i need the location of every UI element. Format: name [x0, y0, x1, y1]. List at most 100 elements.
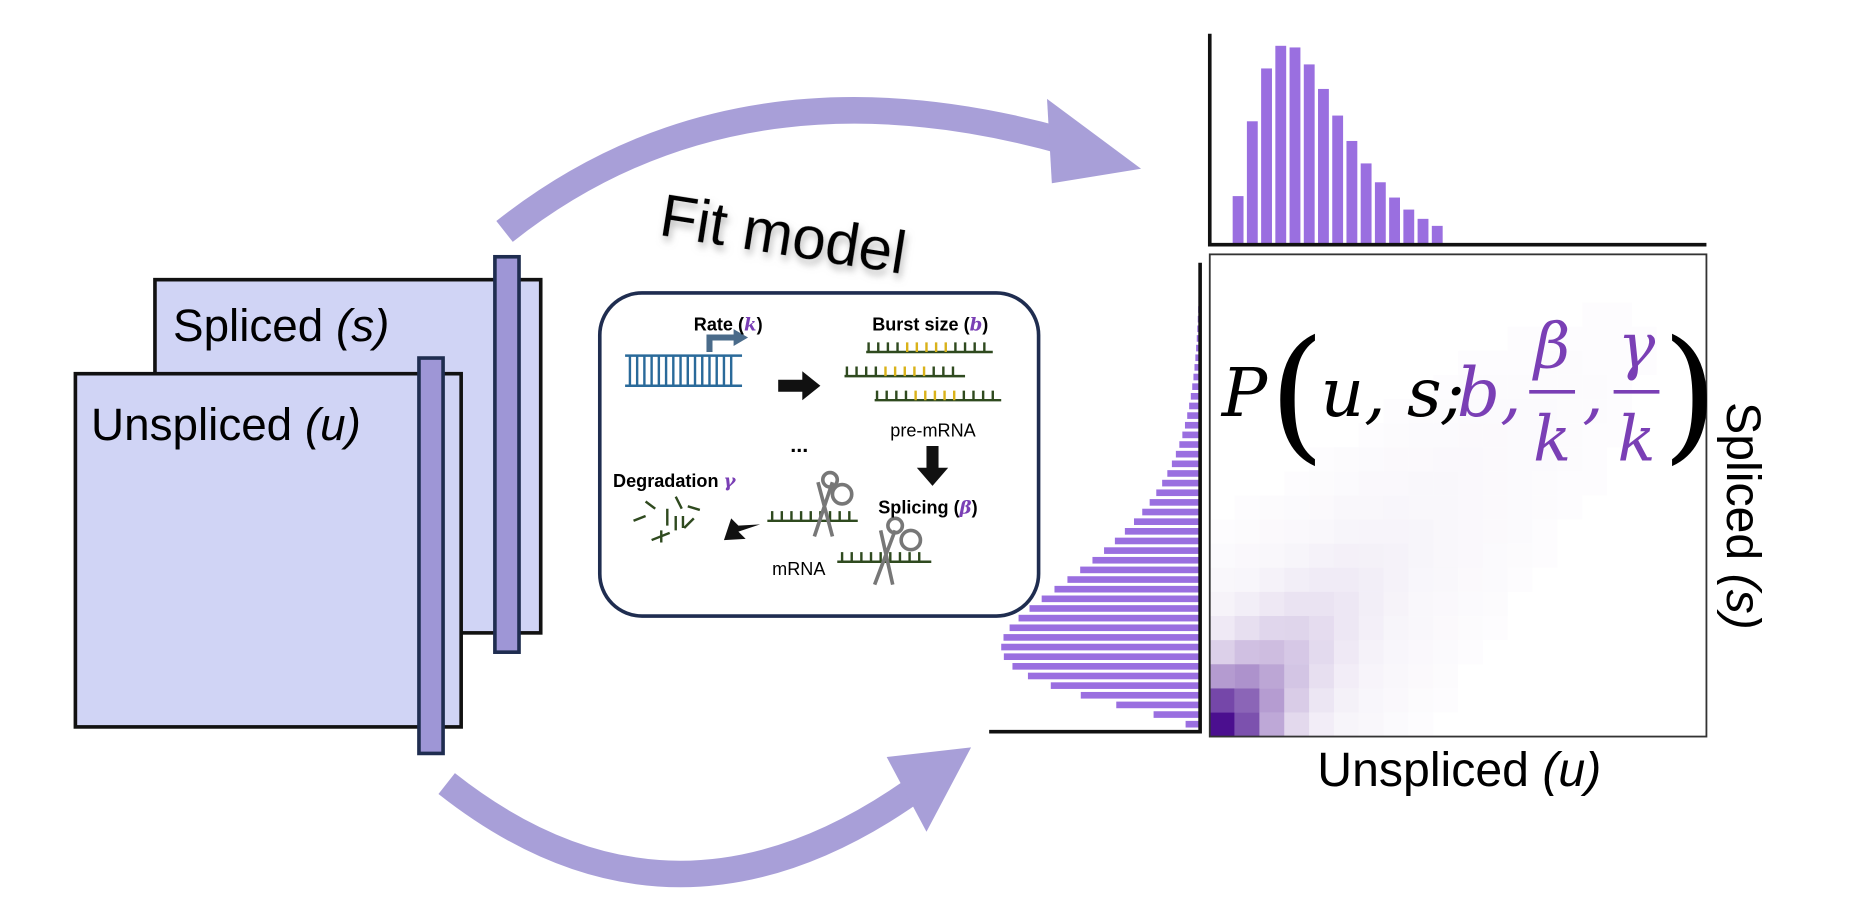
heat-cell — [1234, 664, 1260, 689]
heat-cell — [1358, 591, 1384, 617]
heat-cell — [1210, 520, 1235, 544]
heat-cell — [1458, 640, 1483, 664]
heat-cell — [1384, 471, 1409, 495]
arrow-head — [886, 747, 972, 832]
heat-cell — [1209, 591, 1235, 617]
heat-cell — [1433, 544, 1458, 568]
hist-bar — [1167, 470, 1201, 477]
heat-cell — [1259, 591, 1285, 617]
heat-cell — [1433, 520, 1458, 544]
hist-bar — [1182, 431, 1201, 439]
hist-bar — [1124, 528, 1201, 535]
symbol: (u) — [305, 399, 361, 450]
heat-cell — [1433, 688, 1458, 712]
heat-cell — [1582, 303, 1607, 327]
heat-cell — [1408, 495, 1433, 519]
heat-cell — [1209, 712, 1235, 737]
hist-bar — [1289, 47, 1301, 245]
heat-cell — [1508, 447, 1533, 471]
heat-cell — [1333, 712, 1359, 737]
hist-bar — [1232, 196, 1244, 245]
hist-bar — [1133, 518, 1201, 525]
heat-cell — [1458, 592, 1483, 616]
heat-cell — [1284, 688, 1310, 713]
hist-bar — [1080, 691, 1201, 699]
top-histogram — [1232, 45, 1443, 245]
hist-bar — [1080, 566, 1201, 574]
heat-cell — [1209, 688, 1235, 713]
heat-cell — [1334, 447, 1359, 471]
hist-bar — [1162, 479, 1201, 487]
hist-bar — [1067, 576, 1201, 583]
matrix-edge — [493, 254, 521, 654]
formula: P ( u, s; b, β k , γ k ) — [1220, 310, 1718, 479]
heat-cell — [1582, 471, 1607, 495]
hist-bar — [1003, 653, 1201, 661]
hist-bar — [1246, 121, 1258, 245]
heat-cell — [1234, 640, 1260, 665]
formula-args: u, s; — [1321, 353, 1465, 432]
heat-cell — [1309, 495, 1334, 519]
heat-cell — [1358, 664, 1384, 689]
heat-cell — [1333, 591, 1359, 617]
heat-cell — [1458, 616, 1483, 640]
hist-bar — [1018, 614, 1201, 622]
heat-cell — [1433, 495, 1458, 519]
heat-cell — [1333, 688, 1359, 713]
text: Rate ( — [694, 314, 744, 334]
heat-cell — [1235, 520, 1260, 544]
heat-cell — [1458, 520, 1483, 544]
heat-cell — [1259, 520, 1284, 544]
heat-cell — [1284, 567, 1310, 592]
heat-cell — [1433, 640, 1458, 664]
heat-cell — [1408, 616, 1433, 640]
heat-cell — [1582, 447, 1607, 471]
hist-bar — [1001, 643, 1201, 651]
heat-cell — [1334, 495, 1359, 519]
arrow-bottom — [438, 772, 931, 888]
hist-bar — [1195, 354, 1201, 362]
symbol: (s) — [336, 300, 389, 351]
fragments — [633, 496, 701, 543]
heat-cell — [1408, 640, 1433, 664]
heat-cell — [1284, 495, 1309, 519]
heat-cell — [1259, 640, 1285, 665]
heat-cell — [1508, 568, 1533, 592]
heat-cell — [1259, 712, 1285, 737]
hist-bar — [1346, 140, 1358, 245]
heat-cell — [1408, 688, 1433, 712]
left-histogram — [1001, 267, 1201, 728]
heat-cell — [1235, 495, 1260, 519]
heat-cell — [1284, 520, 1309, 544]
hist-axis — [989, 262, 1202, 734]
arrow-head — [1047, 98, 1142, 184]
hist-bar — [1360, 163, 1372, 245]
heat-cell — [1309, 616, 1334, 641]
heat-cell — [1333, 543, 1359, 568]
inset-arrows — [723, 371, 949, 541]
heat-cell — [1234, 616, 1260, 641]
heatmap — [1209, 303, 1607, 737]
heat-cell — [1309, 520, 1334, 544]
hist-bar — [1029, 605, 1201, 612]
heat-cell — [1358, 519, 1384, 544]
heat-cell — [1359, 688, 1384, 712]
heat-cell — [1383, 543, 1409, 568]
formula-paren: ) — [1662, 311, 1718, 479]
promoter — [706, 334, 737, 353]
label: Unspliced — [91, 399, 305, 450]
heat-cell — [1259, 567, 1285, 592]
unspliced-matrix — [73, 371, 463, 729]
heat-cell — [1309, 640, 1334, 665]
heat-cell — [1309, 688, 1334, 713]
heat-cell — [1483, 495, 1508, 519]
hist-bar — [1192, 383, 1201, 390]
heat-cell — [1458, 447, 1483, 471]
x-axis-label: Unspliced (u) — [1317, 743, 1601, 797]
heat-cell — [1433, 568, 1458, 592]
heat-cell — [1309, 543, 1334, 568]
text: Unspliced — [1317, 743, 1542, 797]
heat-cell — [1333, 664, 1359, 689]
heat-cell — [1358, 543, 1384, 568]
